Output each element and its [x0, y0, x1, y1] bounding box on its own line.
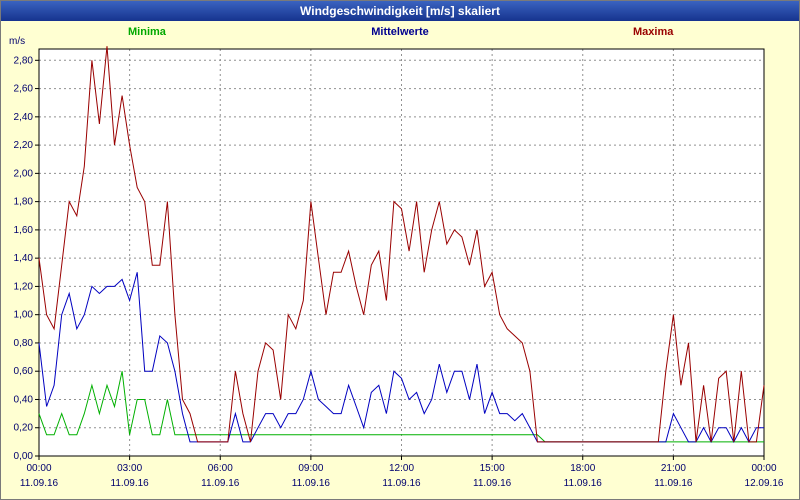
svg-text:0,60: 0,60 [14, 366, 34, 377]
window-title: Windgeschwindigkeit [m/s] skaliert [300, 4, 500, 18]
svg-text:2,20: 2,20 [14, 140, 34, 151]
svg-text:12:00: 12:00 [389, 463, 414, 474]
svg-text:11.09.16: 11.09.16 [564, 478, 603, 489]
svg-text:1,80: 1,80 [14, 197, 34, 208]
wind-speed-chart: 0,00 0,20 0,40 0,60 0,80 1,00 1,20 1,40 1,60 1,80… [14, 46, 784, 489]
svg-text:0,00: 0,00 [14, 451, 34, 462]
y-axis-unit-label: m/s [9, 36, 26, 47]
svg-text:0,20: 0,20 [14, 423, 34, 434]
svg-text:1,20: 1,20 [14, 281, 34, 292]
svg-text:11.09.16: 11.09.16 [20, 478, 59, 489]
svg-text:1,00: 1,00 [14, 310, 34, 321]
svg-text:11.09.16: 11.09.16 [654, 478, 693, 489]
svg-text:12.09.16: 12.09.16 [745, 478, 784, 489]
svg-text:1,60: 1,60 [14, 225, 34, 236]
svg-text:06:00: 06:00 [208, 463, 233, 474]
svg-text:18:00: 18:00 [570, 463, 595, 474]
svg-text:0,40: 0,40 [14, 394, 34, 405]
svg-text:00:00: 00:00 [26, 463, 51, 474]
svg-text:2,80: 2,80 [14, 55, 34, 66]
svg-text:09:00: 09:00 [298, 463, 323, 474]
svg-text:21:00: 21:00 [661, 463, 686, 474]
svg-text:2,60: 2,60 [14, 84, 34, 95]
svg-text:11.09.16: 11.09.16 [382, 478, 421, 489]
svg-text:00:00: 00:00 [751, 463, 776, 474]
svg-text:1,40: 1,40 [14, 253, 34, 264]
svg-text:0,80: 0,80 [14, 338, 34, 349]
legend-minima: Minima [128, 26, 166, 38]
svg-text:2,00: 2,00 [14, 168, 34, 179]
svg-text:11.09.16: 11.09.16 [111, 478, 150, 489]
svg-text:11.09.16: 11.09.16 [201, 478, 240, 489]
titlebar: Windgeschwindigkeit [m/s] skaliert [1, 1, 799, 21]
svg-text:2,40: 2,40 [14, 112, 34, 123]
svg-text:11.09.16: 11.09.16 [473, 478, 512, 489]
svg-text:15:00: 15:00 [480, 463, 505, 474]
legend-mittelwerte: Mittelwerte [371, 26, 429, 38]
svg-text:11.09.16: 11.09.16 [292, 478, 331, 489]
svg-text:03:00: 03:00 [117, 463, 142, 474]
legend-maxima: Maxima [633, 26, 674, 38]
